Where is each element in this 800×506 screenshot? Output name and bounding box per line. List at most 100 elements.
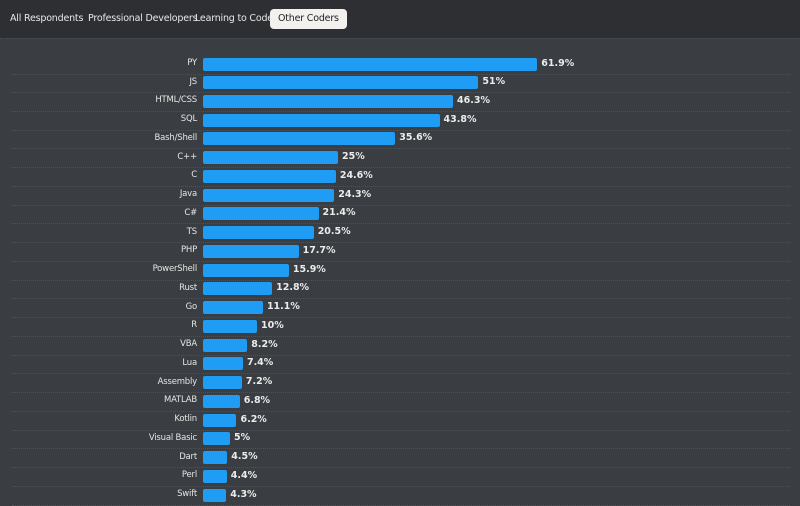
bar (203, 57, 538, 71)
category-label: C++ (177, 151, 197, 162)
audience-tab-bar: All Respondents Professional Developers … (0, 0, 800, 38)
data-label: 20.5% (317, 226, 351, 238)
tab-all-respondents[interactable]: All Respondents (10, 13, 84, 24)
bar (203, 151, 338, 165)
row-divider (12, 467, 790, 469)
data-label: 46.3% (457, 94, 490, 106)
row-divider (12, 223, 790, 225)
row-divider (12, 392, 790, 394)
category-label: PowerShell (152, 264, 198, 275)
bar (203, 319, 257, 333)
row-divider (12, 110, 790, 112)
bar (203, 113, 440, 127)
data-label: 8.2% (251, 338, 278, 350)
data-label: 17.7% (302, 244, 336, 256)
data-label: 15.9% (292, 263, 326, 275)
category-label: C (191, 170, 197, 181)
row-divider (12, 504, 790, 506)
row-divider (12, 73, 790, 75)
data-label: 7.2% (245, 376, 273, 388)
bar (203, 394, 240, 408)
bar (203, 338, 248, 352)
bar (203, 244, 299, 258)
category-label: Lua (182, 357, 197, 368)
row-divider (12, 185, 790, 187)
bar (203, 488, 227, 502)
category-label: HTML/CSS (155, 95, 197, 106)
bar (203, 413, 237, 427)
data-label: 4.5% (231, 451, 258, 463)
data-label: 12.8% (276, 282, 310, 294)
category-label: MATLAB (163, 395, 197, 406)
bar (203, 376, 242, 390)
data-label: 43.8% (443, 113, 477, 125)
bar (203, 94, 454, 108)
row-divider (12, 148, 790, 150)
row-divider (12, 129, 790, 131)
row-divider (12, 429, 790, 431)
category-label: Visual Basic (148, 432, 197, 443)
row-divider (12, 317, 790, 319)
category-label: JS (189, 76, 197, 87)
data-label: 11.1% (266, 301, 300, 313)
bar (203, 188, 335, 202)
row-divider (12, 448, 790, 450)
row-divider (12, 354, 790, 356)
row-divider (12, 92, 790, 94)
category-label: TS (186, 226, 197, 237)
data-label: 35.6% (399, 132, 433, 144)
row-divider (12, 204, 790, 206)
row-divider (12, 485, 790, 487)
row-divider (12, 242, 790, 244)
bar (203, 226, 314, 240)
data-label: 21.4% (322, 207, 356, 219)
category-label: Bash/Shell (154, 132, 198, 143)
bar (203, 357, 243, 371)
row-divider (12, 298, 790, 300)
row-divider (12, 410, 790, 412)
data-label: 6.2% (240, 413, 267, 425)
category-label: PY (187, 58, 197, 68)
category-label: Dart (179, 451, 197, 462)
data-label: 61.9% (541, 57, 575, 69)
row-divider (12, 373, 790, 375)
divider (0, 38, 800, 39)
category-label: VBA (180, 339, 197, 350)
category-label: Assembly (157, 376, 198, 387)
category-label: Rust (179, 282, 197, 293)
bar (203, 451, 228, 465)
data-label: 24.3% (338, 188, 372, 200)
data-label: 5% (234, 432, 251, 444)
row-divider (12, 279, 790, 281)
row-divider (12, 335, 790, 337)
category-label: PHP (180, 245, 197, 256)
tab-professional-developers[interactable]: Professional Developers (88, 13, 198, 24)
bar (203, 282, 273, 296)
data-label: 4.3% (230, 488, 257, 500)
data-label: 7.4% (246, 357, 274, 369)
category-label: Go (185, 301, 198, 312)
bar (203, 132, 396, 146)
row-divider (12, 167, 790, 169)
bar (203, 263, 289, 277)
bar (203, 301, 263, 315)
row-divider (12, 260, 790, 262)
category-label: SQL (180, 114, 197, 125)
category-label: Kotlin (174, 414, 197, 425)
bar (203, 76, 479, 90)
data-label: 24.6% (339, 169, 373, 181)
data-label: 10% (261, 319, 284, 331)
category-label: Java (179, 189, 197, 200)
bar (203, 169, 336, 183)
bar (203, 207, 319, 221)
tab-learning-to-code[interactable]: Learning to Code (195, 13, 273, 24)
bar (203, 469, 227, 483)
category-label: R (191, 320, 197, 331)
category-label: C# (184, 207, 197, 218)
data-label: 6.8% (243, 394, 271, 406)
data-label: 51% (482, 76, 506, 88)
category-label: Perl (181, 470, 197, 481)
tab-other-coders[interactable]: Other Coders (270, 9, 347, 29)
bar-chart: PY 61.9% JS 51% HTML/CSS 46.3% SQL 43.8% Bash/Sh… (0, 40, 800, 506)
data-label: 25% (342, 151, 365, 163)
